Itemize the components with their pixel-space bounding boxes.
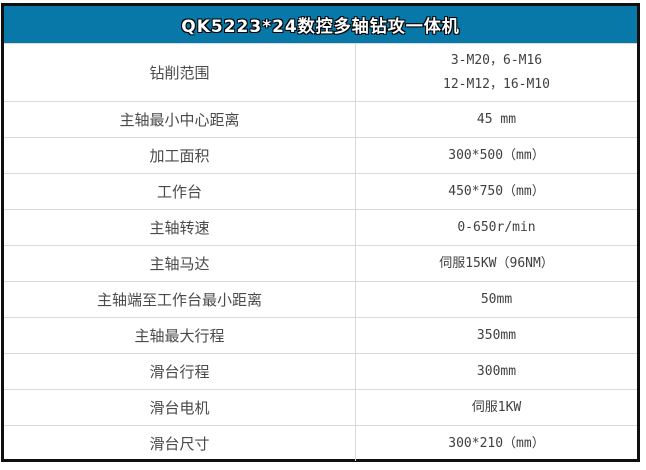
spec-value-line: 450*750（mm）: [448, 183, 545, 199]
table-row: 主轴端至工作台最小距离 50mm: [4, 281, 637, 317]
table-row: 钻削范围 3-M20，6-M16 12-M12，16-M10: [4, 43, 637, 101]
spec-value: 伺服15KW（96NM）: [356, 246, 637, 281]
spec-value: 0-650r/min: [356, 210, 637, 245]
table-row: 滑台行程 300mm: [4, 353, 637, 389]
spec-value: 300*210（mm）: [356, 426, 637, 461]
spec-value: 45 mm: [356, 102, 637, 137]
spec-value-line: 伺服15KW（96NM）: [439, 255, 554, 271]
spec-label: 滑台尺寸: [4, 426, 356, 461]
table-body: 钻削范围 3-M20，6-M16 12-M12，16-M10 主轴最小中心距离 4…: [4, 43, 637, 461]
spec-value-line: 3-M20，6-M16: [450, 52, 543, 68]
table-row: 滑台尺寸 300*210（mm）: [4, 425, 637, 461]
spec-value-line: 45 mm: [476, 111, 517, 127]
spec-value-line: 300*500（mm）: [448, 147, 545, 163]
table-row: 工作台 450*750（mm）: [4, 173, 637, 209]
spec-label: 主轴端至工作台最小距离: [4, 282, 356, 317]
spec-label: 滑台行程: [4, 354, 356, 389]
spec-value-line: 0-650r/min: [457, 219, 536, 235]
spec-label: 工作台: [4, 174, 356, 209]
table-row: 滑台电机 伺服1KW: [4, 389, 637, 425]
spec-value-line: 300mm: [476, 363, 517, 379]
spec-value-line: 300*210（mm）: [448, 435, 545, 451]
table-row: 主轴最小中心距离 45 mm: [4, 101, 637, 137]
spec-label: 主轴最大行程: [4, 318, 356, 353]
spec-value: 3-M20，6-M16 12-M12，16-M10: [356, 44, 637, 101]
table-row: 主轴最大行程 350mm: [4, 317, 637, 353]
spec-value: 伺服1KW: [356, 390, 637, 425]
table-row: 加工面积 300*500（mm）: [4, 137, 637, 173]
spec-label: 主轴转速: [4, 210, 356, 245]
spec-label: 加工面积: [4, 138, 356, 173]
spec-value-line: 350mm: [476, 327, 517, 343]
spec-label: 主轴最小中心距离: [4, 102, 356, 137]
table-row: 主轴转速 0-650r/min: [4, 209, 637, 245]
spec-label: 钻削范围: [4, 44, 356, 101]
spec-value: 50mm: [356, 282, 637, 317]
spec-value: 350mm: [356, 318, 637, 353]
table-row: 主轴马达 伺服15KW（96NM）: [4, 245, 637, 281]
spec-value: 300*500（mm）: [356, 138, 637, 173]
spec-value-line: 50mm: [480, 291, 513, 307]
spec-value-line: 12-M12，16-M10: [443, 76, 550, 92]
spec-value: 300mm: [356, 354, 637, 389]
spec-value-line: 伺服1KW: [471, 399, 522, 415]
spec-table: QK5223*24数控多轴钻攻一体机 钻削范围 3-M20，6-M16 12-M1…: [1, 3, 640, 462]
spec-value: 450*750（mm）: [356, 174, 637, 209]
spec-label: 主轴马达: [4, 246, 356, 281]
table-title: QK5223*24数控多轴钻攻一体机: [4, 6, 637, 43]
spec-label: 滑台电机: [4, 390, 356, 425]
